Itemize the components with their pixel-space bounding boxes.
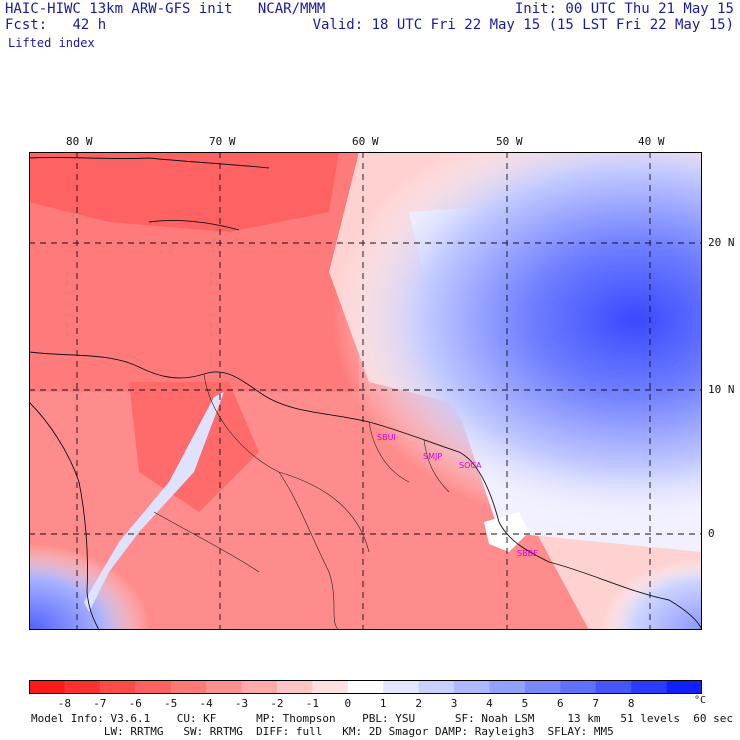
country-borders: [153, 373, 450, 630]
colorbar-swatch: [418, 680, 455, 694]
lat-label-20n: 20 N: [708, 236, 735, 249]
colorbar-tick-label: -8: [57, 697, 72, 710]
field-se-stable: [29, 152, 702, 630]
colorbar-tick-label: -4: [199, 697, 213, 710]
colorbar-tick-label: -3: [234, 697, 249, 710]
station-smjp: SMJP: [423, 452, 442, 461]
colorbar-tick-label: 3: [450, 697, 458, 710]
colorbar-unit: °C: [694, 695, 707, 706]
valid-time: Valid: 18 UTC Fri 22 May 15 (15 LST Fri …: [312, 17, 734, 33]
coastlines: [29, 156, 702, 630]
colorbar-tick-label: 6: [557, 697, 564, 710]
colorbar-tick-label: -1: [305, 697, 319, 710]
colorbar-swatch: [524, 680, 561, 694]
colorbar-tick-label: 2: [415, 697, 422, 710]
colorbar-swatch: [631, 680, 668, 694]
colorbar-swatch: [241, 680, 278, 694]
colorbar-tick-label: 0: [344, 697, 352, 710]
station-sbui: SBUI: [377, 433, 396, 442]
colorbar-swatch: [29, 680, 65, 694]
amazon-delta: [484, 512, 529, 552]
colorbar-swatch: [99, 680, 136, 694]
lat-label-0: 0: [708, 527, 715, 540]
colorbar-tick-label: 1: [379, 697, 387, 710]
model-info-line1: Model Info: V3.6.1 CU: KF MP: Thompson P…: [31, 712, 733, 725]
lon-label-40w: 40 W: [638, 135, 665, 148]
lon-label-60w: 60 W: [352, 135, 379, 148]
graticule: [29, 152, 702, 630]
colorbar-tick-label: 7: [592, 697, 600, 710]
colorbar-tick-label: 8: [627, 697, 635, 710]
model-info-line2: LW: RRTMG SW: RRTMG DIFF: full KM: 2D Sm…: [31, 725, 614, 738]
lon-label-80w: 80 W: [66, 135, 93, 148]
map-frame: [29, 152, 702, 630]
station-soca: SOCA: [459, 461, 482, 470]
colorbar-swatch: [206, 680, 243, 694]
colorbar-swatch: [170, 680, 207, 694]
colorbar-tick-label: -2: [270, 697, 284, 710]
lat-label-10n: 10 N: [708, 383, 735, 396]
model-title: HAIC-HIWC 13km ARW-GFS init NCAR/MMM: [5, 1, 326, 17]
colorbar-tick-label: 4: [486, 697, 493, 710]
colorbar-swatch: [64, 680, 101, 694]
colorbar-swatch: [312, 680, 349, 694]
colorbar-swatch: [347, 680, 384, 694]
station-sbbe: SBBE: [517, 549, 538, 558]
colorbar-tick-label: -5: [164, 697, 178, 710]
colorbar-tick-label: -7: [93, 697, 107, 710]
colorbar-frame: [29, 680, 702, 694]
forecast-hour: Fcst: 42 h: [5, 17, 107, 33]
colorbar-tick-label: 5: [521, 697, 529, 710]
lifted-index-map: SBUI SMJP SOCA SBBE: [29, 152, 702, 630]
andes-strip: [84, 392, 224, 612]
colorbar-swatch: [383, 680, 420, 694]
colorbar-tick-label: -6: [128, 697, 142, 710]
colorbar-swatch: [489, 680, 526, 694]
colorbar-swatch: [135, 680, 172, 694]
colorbar-swatch: [666, 680, 702, 694]
field-name: Lifted index: [8, 36, 95, 50]
colorbar-swatch: [276, 680, 313, 694]
colorbar-swatch: [454, 680, 490, 694]
lon-label-50w: 50 W: [496, 135, 523, 148]
colorbar-swatch: [560, 680, 597, 694]
init-time: Init: 00 UTC Thu 21 May 15: [514, 1, 734, 17]
lon-label-70w: 70 W: [209, 135, 236, 148]
colorbar: [29, 680, 702, 694]
colorbar-swatch: [595, 680, 632, 694]
